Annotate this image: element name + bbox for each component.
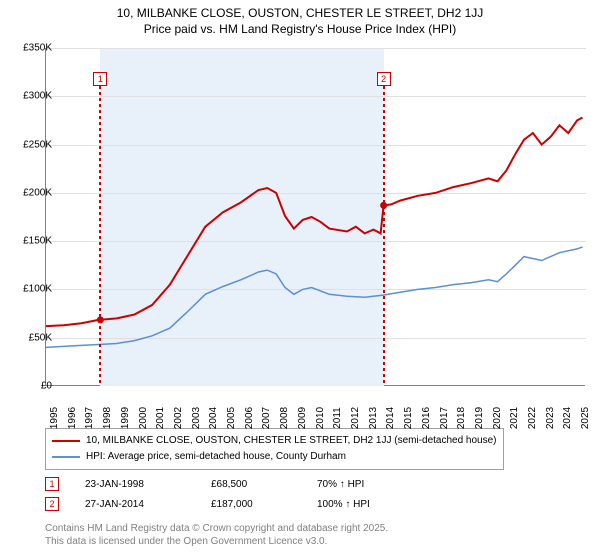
x-tick-label: 1997 xyxy=(84,407,95,429)
sales-date-1: 23-JAN-1998 xyxy=(85,479,185,490)
y-tick-label: £50K xyxy=(12,332,52,343)
attribution: Contains HM Land Registry data © Crown c… xyxy=(45,522,388,548)
title-line-1: 10, MILBANKE CLOSE, OUSTON, CHESTER LE S… xyxy=(0,6,600,20)
x-tick-label: 2005 xyxy=(226,407,237,429)
x-tick-label: 2010 xyxy=(315,407,326,429)
sales-date-2: 27-JAN-2014 xyxy=(85,499,185,510)
x-tick-label: 1999 xyxy=(120,407,131,429)
x-tick-label: 2001 xyxy=(155,407,166,429)
series-line-price_paid xyxy=(46,118,583,327)
y-tick-label: £250K xyxy=(12,139,52,150)
series-line-hpi xyxy=(46,247,583,348)
series-svg xyxy=(46,48,586,386)
x-tick-label: 2016 xyxy=(421,407,432,429)
sales-row-1: 1 23-JAN-1998 £68,500 70% ↑ HPI xyxy=(45,474,397,494)
sales-hpi-1: 70% ↑ HPI xyxy=(317,479,397,490)
y-tick-label: £0 xyxy=(12,381,52,392)
sales-price-2: £187,000 xyxy=(211,499,291,510)
legend: 10, MILBANKE CLOSE, OUSTON, CHESTER LE S… xyxy=(45,428,504,470)
legend-label-hpi: HPI: Average price, semi-detached house,… xyxy=(86,449,346,465)
x-tick-label: 1995 xyxy=(49,407,60,429)
x-tick-label: 2018 xyxy=(456,407,467,429)
legend-item-price-paid: 10, MILBANKE CLOSE, OUSTON, CHESTER LE S… xyxy=(52,433,497,449)
x-tick-label: 2025 xyxy=(580,407,591,429)
x-tick-label: 1996 xyxy=(67,407,78,429)
x-tick-label: 2021 xyxy=(509,407,520,429)
chart-plot-area: 12 xyxy=(45,48,585,386)
x-tick-label: 2024 xyxy=(562,407,573,429)
x-tick-label: 2008 xyxy=(279,407,290,429)
x-tick-label: 2006 xyxy=(244,407,255,429)
title-block: 10, MILBANKE CLOSE, OUSTON, CHESTER LE S… xyxy=(0,0,600,36)
sale-marker-box: 2 xyxy=(377,72,391,86)
x-tick-label: 2002 xyxy=(173,407,184,429)
x-tick-label: 2009 xyxy=(297,407,308,429)
x-tick-label: 2014 xyxy=(385,407,396,429)
x-tick-label: 2022 xyxy=(527,407,538,429)
sale-marker-line xyxy=(383,86,385,386)
sales-marker-2: 2 xyxy=(45,497,59,511)
x-tick-label: 2015 xyxy=(403,407,414,429)
x-tick-label: 2023 xyxy=(545,407,556,429)
attribution-line-2: This data is licensed under the Open Gov… xyxy=(45,535,388,548)
x-tick-label: 2013 xyxy=(368,407,379,429)
x-tick-label: 1998 xyxy=(102,407,113,429)
x-tick-label: 2019 xyxy=(474,407,485,429)
x-tick-label: 2000 xyxy=(138,407,149,429)
x-tick-label: 2011 xyxy=(332,407,343,429)
title-line-2: Price paid vs. HM Land Registry's House … xyxy=(0,22,600,36)
x-tick-label: 2017 xyxy=(439,407,450,429)
y-tick-label: £100K xyxy=(12,284,52,295)
y-tick-label: £350K xyxy=(12,43,52,54)
chart-container: 10, MILBANKE CLOSE, OUSTON, CHESTER LE S… xyxy=(0,0,600,560)
legend-item-hpi: HPI: Average price, semi-detached house,… xyxy=(52,449,497,465)
sales-row-2: 2 27-JAN-2014 £187,000 100% ↑ HPI xyxy=(45,494,397,514)
x-tick-label: 2007 xyxy=(261,407,272,429)
sales-table: 1 23-JAN-1998 £68,500 70% ↑ HPI 2 27-JAN… xyxy=(45,474,397,514)
sale-marker-box: 1 xyxy=(93,72,107,86)
y-tick-label: £200K xyxy=(12,187,52,198)
y-tick-label: £300K xyxy=(12,91,52,102)
legend-label-price-paid: 10, MILBANKE CLOSE, OUSTON, CHESTER LE S… xyxy=(86,433,497,449)
sale-marker-line xyxy=(99,86,101,386)
sales-price-1: £68,500 xyxy=(211,479,291,490)
x-tick-label: 2012 xyxy=(350,407,361,429)
attribution-line-1: Contains HM Land Registry data © Crown c… xyxy=(45,522,388,535)
sales-hpi-2: 100% ↑ HPI xyxy=(317,499,397,510)
sales-marker-1: 1 xyxy=(45,477,59,491)
legend-swatch-hpi xyxy=(52,456,80,458)
x-tick-label: 2004 xyxy=(208,407,219,429)
y-tick-label: £150K xyxy=(12,236,52,247)
x-tick-label: 2003 xyxy=(191,407,202,429)
legend-swatch-price-paid xyxy=(52,440,80,442)
x-tick-label: 2020 xyxy=(492,407,503,429)
